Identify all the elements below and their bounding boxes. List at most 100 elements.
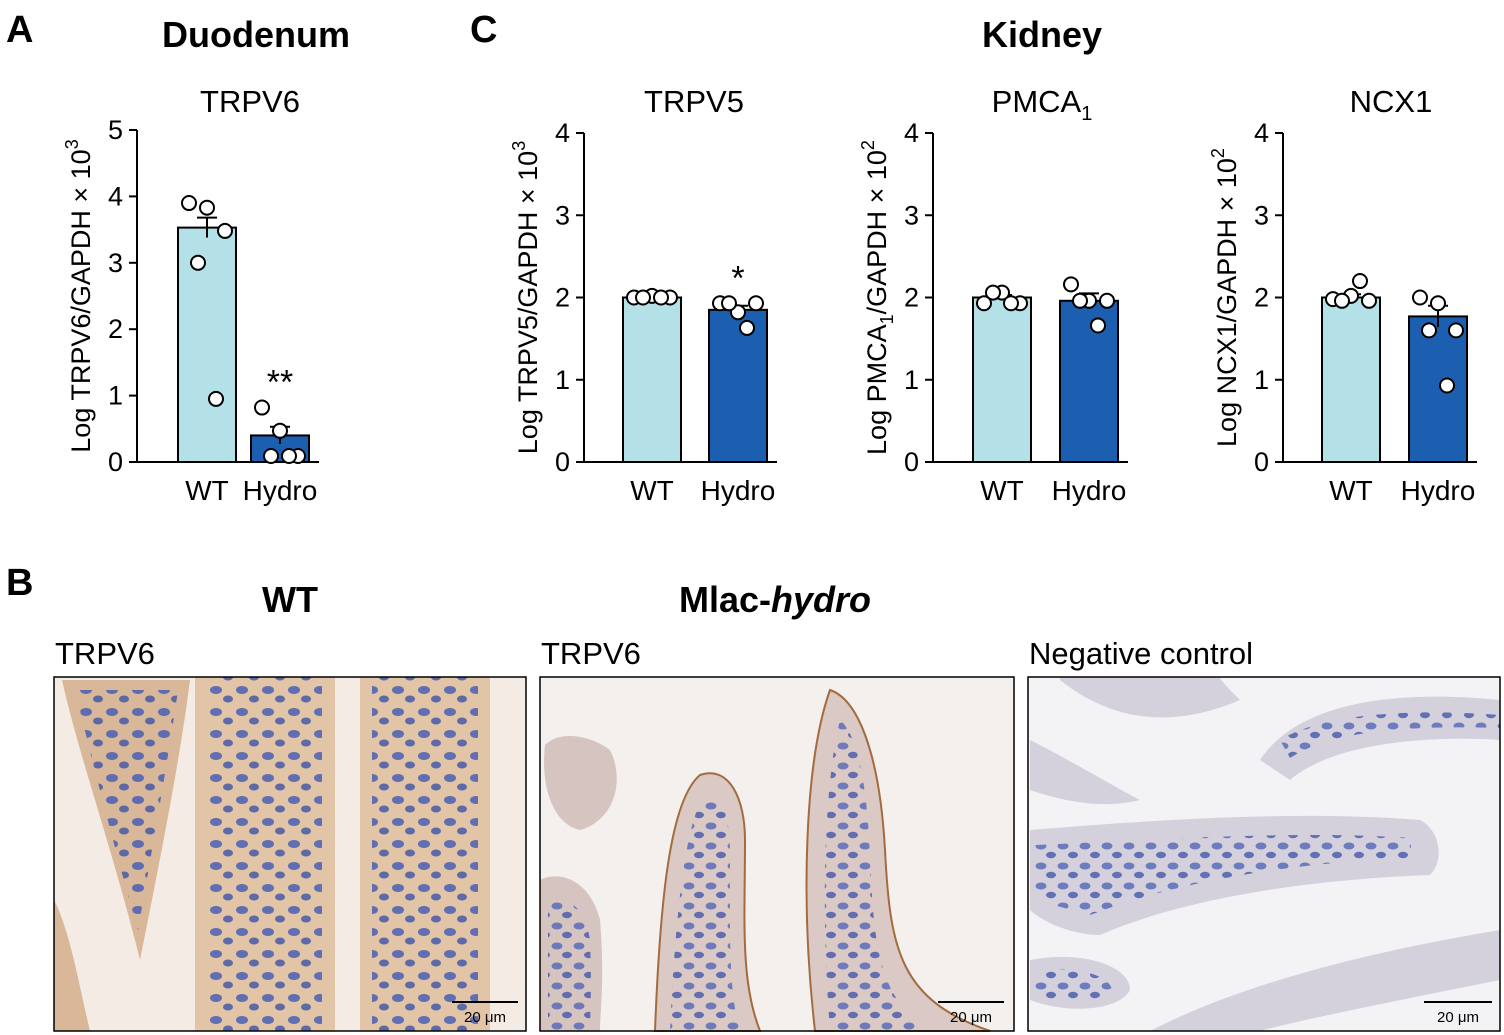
data-point-hydro	[272, 422, 288, 439]
hydro-title-prefix: Mlac-	[679, 579, 771, 620]
data-point-hydro	[263, 448, 279, 465]
x-category-label-hydro: Hydro	[1052, 475, 1127, 506]
data-point-wt	[1361, 292, 1377, 309]
image-2-label: TRPV6	[541, 636, 641, 671]
scale-bar-label-1: 20 μm	[464, 1009, 506, 1026]
y-axis-label-main: Log TRPV5/GAPDH × 10	[513, 151, 543, 454]
y-tick-label: 0	[904, 447, 919, 477]
y-tick-label: 1	[904, 365, 919, 395]
y-tick-label: 4	[108, 181, 123, 211]
y-tick-label: 1	[108, 381, 123, 411]
x-category-label-wt: WT	[980, 475, 1024, 506]
data-point-wt	[199, 199, 215, 216]
data-point-hydro	[1099, 292, 1115, 309]
y-axis-label: Log NCX1/GAPDH × 102	[1208, 148, 1242, 447]
data-point-hydro	[1430, 295, 1446, 312]
x-category-label-wt: WT	[185, 475, 229, 506]
x-category-label-hydro: Hydro	[701, 475, 776, 506]
data-point-hydro	[1063, 276, 1079, 293]
chart-title-subscript: 1	[1081, 103, 1092, 125]
panel-letter-a: A	[6, 9, 33, 51]
y-tick-label: 2	[555, 283, 570, 313]
y-tick-label: 3	[1254, 200, 1269, 230]
y-axis-label-main: Log PMCA	[862, 324, 892, 455]
bar-wt	[1321, 296, 1381, 463]
data-point-wt	[635, 289, 651, 306]
chart-title: NCX1	[1350, 84, 1433, 119]
data-point-hydro	[1072, 292, 1088, 309]
data-point-wt	[217, 222, 233, 239]
y-axis-label-main: Log TRPV6/GAPDH × 10	[66, 149, 96, 452]
significance-marker: *	[731, 259, 744, 297]
y-axis-label-rest: /GAPDH × 10	[862, 150, 892, 314]
data-point-wt	[653, 289, 669, 306]
panel-letter-b: B	[6, 562, 33, 604]
y-tick-label: 0	[1254, 447, 1269, 477]
data-point-hydro	[1421, 322, 1437, 339]
x-category-label-hydro: Hydro	[1401, 475, 1476, 506]
y-tick-label: 3	[555, 200, 570, 230]
data-point-hydro	[748, 295, 764, 312]
y-tick-label: 3	[108, 248, 123, 278]
data-point-hydro	[721, 295, 737, 312]
data-point-hydro	[254, 399, 270, 416]
panel-b-wt-title: WT	[262, 579, 318, 620]
y-axis-label: Log TRPV5/GAPDH × 103	[509, 141, 543, 454]
bar-wt	[622, 296, 682, 463]
y-tick-label: 0	[108, 447, 123, 477]
chart-title-main: PMCA	[992, 84, 1082, 119]
y-axis-label-superscript: 3	[509, 141, 529, 151]
data-point-hydro	[1412, 289, 1428, 306]
y-axis-label-superscript: 2	[858, 140, 878, 150]
y-axis-label-superscript: 3	[62, 139, 82, 149]
x-category-label-hydro: Hydro	[243, 475, 318, 506]
y-tick-label: 1	[555, 365, 570, 395]
data-point-wt	[181, 195, 197, 212]
bar-hydro	[708, 308, 768, 463]
data-point-wt	[1003, 295, 1019, 312]
panel-c-title: Kidney	[982, 14, 1102, 55]
data-point-hydro	[281, 448, 297, 465]
y-axis-label-superscript: 2	[1208, 148, 1228, 158]
data-point-hydro	[1439, 377, 1455, 394]
panel-b-hydro-title: Mlac-hydro	[679, 579, 871, 620]
chart-title: TRPV6	[200, 84, 300, 119]
significance-marker: **	[267, 364, 293, 402]
y-axis-label-subscript: 1	[877, 314, 897, 324]
y-tick-label: 4	[904, 118, 919, 148]
data-point-wt	[976, 295, 992, 312]
histology-image-hydro-trpv6: 20 μm	[539, 676, 1015, 1032]
y-tick-label: 3	[904, 200, 919, 230]
data-point-wt	[985, 284, 1001, 301]
data-point-wt	[190, 254, 206, 271]
data-point-hydro	[739, 319, 755, 336]
y-tick-label: 2	[1254, 283, 1269, 313]
histology-image-negative-control: 20 μm	[1027, 676, 1501, 1032]
panel-letter-c: C	[470, 9, 497, 51]
y-axis-label: Log PMCA1/GAPDH × 102	[858, 140, 897, 455]
scale-bar-label-3: 20 μm	[1437, 1009, 1479, 1026]
y-axis-label-main: Log NCX1/GAPDH × 10	[1212, 158, 1242, 447]
image-3-label: Negative control	[1029, 636, 1253, 671]
histology-image-wt-trpv6: 20 μm	[53, 676, 527, 1032]
bar-hydro	[1408, 315, 1468, 464]
y-tick-label: 5	[108, 115, 123, 145]
y-tick-label: 2	[108, 314, 123, 344]
panel-a-title: Duodenum	[162, 14, 350, 55]
image-1-label: TRPV6	[55, 636, 155, 671]
bar-hydro	[1059, 299, 1119, 464]
data-point-wt	[208, 390, 224, 407]
scale-bar-label-2: 20 μm	[950, 1009, 992, 1026]
y-tick-label: 2	[904, 283, 919, 313]
data-point-hydro	[1090, 317, 1106, 334]
bar-wt	[972, 296, 1032, 463]
chart-title: TRPV5	[644, 84, 744, 119]
y-axis-label: Log TRPV6/GAPDH × 103	[62, 139, 96, 452]
bar-wt	[177, 226, 237, 463]
x-category-label-wt: WT	[1329, 475, 1373, 506]
